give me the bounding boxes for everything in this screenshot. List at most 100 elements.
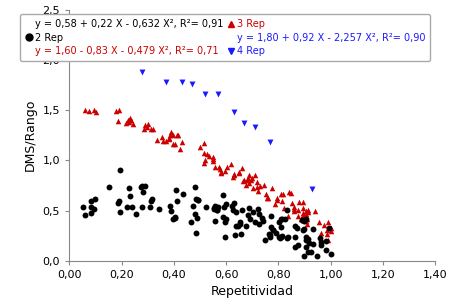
Point [223,165,230,170]
Point [283,208,290,213]
Point [211,164,218,169]
Point [304,250,312,254]
Point [255,188,262,193]
Point [251,125,259,130]
Point [272,231,280,236]
Point [222,235,229,240]
Point [197,145,204,150]
Point [273,198,280,202]
Point [303,209,310,214]
Point [264,196,271,201]
Point [132,211,140,216]
Point [328,226,335,231]
Point [320,223,327,227]
Point [178,140,186,145]
Point [236,219,244,224]
Point [91,108,98,112]
Point [256,183,263,188]
Point [230,109,237,114]
Point [194,198,202,203]
Point [304,207,312,212]
Point [303,245,310,250]
Point [326,225,333,230]
Point [213,208,221,212]
Point [263,195,270,200]
Point [166,132,173,137]
Point [323,239,330,244]
Point [249,175,256,180]
Point [325,237,332,242]
Point [149,127,157,132]
Point [148,126,155,131]
Point [253,184,260,189]
Point [270,228,277,233]
Point [267,140,274,145]
Point [223,217,230,222]
Point [312,209,319,214]
Point [200,150,207,155]
Point [125,186,133,191]
Point [231,173,238,178]
Point [268,186,275,191]
Point [147,199,154,204]
Point [146,204,154,209]
Point [233,209,240,214]
Point [162,79,169,84]
Point [255,212,262,217]
Point [173,132,181,137]
Point [309,241,317,246]
Point [126,117,133,122]
Point [242,183,250,188]
Point [277,224,284,229]
Point [201,157,208,162]
Point [190,203,197,208]
Point [172,188,179,192]
Point [327,251,334,256]
Point [251,172,259,177]
Point [142,184,149,189]
Point [300,212,307,217]
Point [300,206,307,210]
Point [87,199,94,203]
Point [279,234,286,239]
Point [328,229,335,233]
Point [305,241,313,246]
Point [145,121,152,126]
Point [254,206,261,211]
Point [137,184,145,189]
Point [177,146,184,151]
Point [291,244,299,249]
Point [302,234,309,239]
Point [87,204,95,209]
Point [82,213,89,218]
Point [236,170,243,175]
Point [138,184,145,188]
Point [204,152,211,157]
Point [105,185,112,189]
Point [253,179,260,184]
Point [203,205,210,210]
Point [251,219,258,224]
Point [303,217,310,222]
Point [129,205,136,210]
Point [280,205,287,210]
Point [289,201,296,206]
Point [266,233,273,237]
Point [260,182,268,187]
Point [191,212,198,216]
Point [270,227,277,232]
Point [148,197,155,202]
Point [171,142,178,147]
Point [303,237,310,242]
Point [129,122,136,127]
Point [238,207,245,212]
Point [303,237,310,241]
Point [140,126,148,131]
Point [278,234,285,239]
Point [170,133,177,138]
Point [308,186,316,191]
Point [245,206,252,211]
Point [228,203,235,208]
Point [255,221,262,226]
Point [156,207,163,212]
